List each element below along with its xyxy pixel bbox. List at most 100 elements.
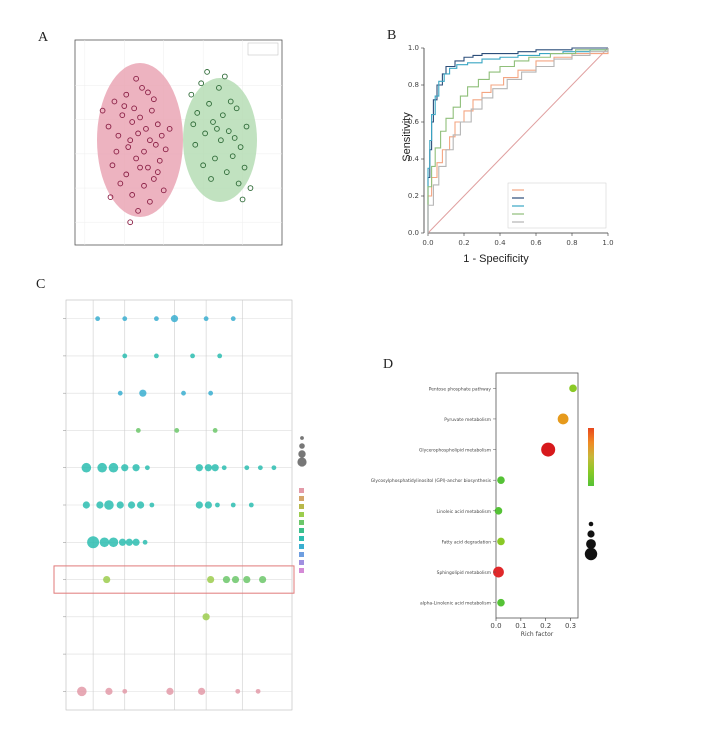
bubble-point [154, 316, 159, 322]
bubble-point [195, 501, 203, 509]
bubble-point [174, 428, 180, 433]
score-plot-point [235, 180, 242, 187]
score-plot-point [129, 192, 136, 198]
score-plot-point [212, 155, 218, 162]
panel-c-letter: C [36, 277, 46, 292]
pvalue-gradient-bar [588, 428, 594, 486]
score-plot-point [162, 146, 169, 153]
bubble-color-legend-key [299, 552, 304, 557]
bubble-size-legend-key [300, 436, 304, 440]
score-plot-point [166, 125, 173, 132]
score-plot-point [147, 198, 153, 205]
roc-x-tick-label: 0.8 [566, 239, 577, 247]
score-plot-point [243, 123, 250, 130]
score-plot-point [133, 75, 139, 82]
roc-x-tick-label: 1.0 [602, 239, 613, 247]
bubble-point [103, 575, 111, 584]
pathway-label: Pyruvate metabolism [444, 417, 491, 423]
bubble-point [136, 501, 145, 509]
bubble-size-legend-key [298, 450, 306, 458]
score-plot-point [160, 187, 167, 194]
score-plot-frame [74, 39, 283, 246]
enrichment-x-axis-label: Rich factor [521, 631, 554, 638]
roc-curve [427, 48, 609, 233]
score-plot-point [221, 73, 228, 80]
roc-legend [507, 182, 607, 229]
score-plot-point [127, 137, 134, 144]
roc-x-tick-label: 0.6 [530, 239, 542, 247]
score-plot-point [239, 196, 246, 203]
score-plot-point [152, 141, 159, 148]
score-plot-point [137, 114, 143, 121]
bubble-point [202, 613, 210, 621]
score-plot-point [105, 123, 112, 130]
bubble-point [132, 464, 140, 472]
pathway-point [497, 476, 505, 484]
bubble-point [207, 575, 215, 584]
score-plot-point [123, 171, 130, 178]
score-plot-point [137, 164, 143, 171]
score-plot-point [99, 107, 106, 114]
score-plot-point [113, 148, 120, 155]
score-plot-point [202, 130, 208, 137]
enrichment-plot-frame [495, 372, 579, 619]
score-plot-point [141, 148, 147, 155]
pathway-label: Fatty acid degradation [442, 539, 492, 545]
score-plot-point [204, 69, 210, 75]
score-plot-point [145, 164, 151, 171]
bubble-point [122, 316, 128, 322]
score-plot-point [121, 103, 128, 109]
panel-d-letter: D [383, 357, 394, 372]
group-1-ellipse [97, 63, 183, 217]
score-plot-point [229, 153, 236, 160]
bubble-point [149, 502, 155, 508]
score-plot-point [190, 121, 197, 128]
bubble-point [154, 353, 159, 359]
panel-a-letter: A [38, 30, 49, 45]
bubble-point [215, 502, 220, 508]
pathway-label: Sphingolipid metabolism [437, 570, 491, 576]
bubble-point [87, 536, 100, 549]
bubble-point [248, 502, 254, 508]
pathway-point [497, 598, 505, 607]
score-plot-point [194, 110, 201, 116]
score-plot-point [145, 89, 151, 96]
score-plot-point [223, 169, 230, 175]
panel-b-letter: B [387, 28, 397, 43]
score-plot-point [139, 84, 145, 91]
score-plot-point [141, 182, 147, 189]
bubble-point [231, 575, 240, 584]
bubble-color-legend-key [299, 504, 304, 509]
roc-x-tick-label: 0.0 [422, 239, 433, 247]
bubble-point [116, 501, 124, 509]
score-plot-point [107, 194, 114, 201]
score-plot-point [129, 119, 136, 125]
score-plot-point [133, 155, 139, 162]
bubble-point [244, 465, 250, 471]
bubble-color-legend-key [299, 496, 304, 501]
bubble-point [271, 465, 277, 471]
bubble-point [235, 688, 241, 694]
group-2-ellipse [183, 78, 257, 202]
roc-y-tick-label: 0.4 [408, 155, 420, 163]
score-plot-point [208, 176, 214, 182]
score-plot-point [154, 169, 161, 175]
pathway-label: Linoleic acid metabolism [437, 509, 491, 515]
bubble-point [77, 686, 87, 697]
bubble-point [204, 464, 212, 472]
bubble-point [203, 316, 209, 322]
count-size-legend-key [586, 539, 596, 549]
bubble-point [181, 390, 186, 396]
bubble-point [204, 501, 212, 509]
score-plot-point [109, 162, 116, 169]
score-plot-point [188, 91, 195, 98]
score-plot-point [216, 84, 222, 91]
score-plot-point [237, 144, 244, 150]
score-plot-point [214, 125, 220, 132]
score-plot-legend [247, 42, 279, 56]
bubble-point [117, 390, 123, 396]
bubble-point [212, 428, 218, 433]
score-plot-point [123, 91, 130, 98]
enrichment-x-tick-label: 0.3 [565, 622, 576, 630]
bubble-color-legend-key [299, 520, 304, 525]
